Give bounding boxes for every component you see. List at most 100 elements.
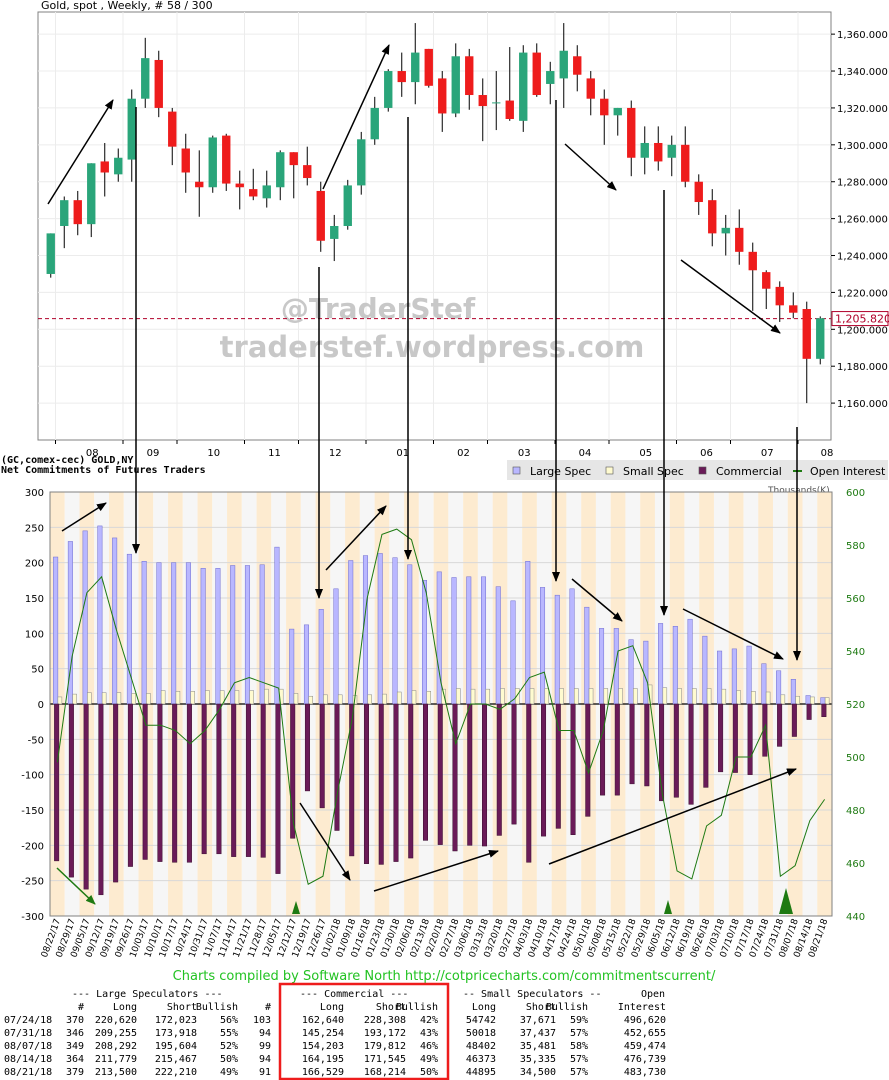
candle-body <box>532 52 541 96</box>
table-column-header: Long <box>320 1002 344 1013</box>
chart-source-note: Charts compiled by Software North http:/… <box>173 969 716 984</box>
table-column-header: # <box>265 1002 271 1013</box>
candle-body <box>208 137 217 188</box>
small-spec-bar <box>603 688 609 705</box>
oi-low-marker-2 <box>664 900 672 914</box>
commercial-bar <box>98 703 104 896</box>
table-cell: 208,292 <box>95 1041 137 1052</box>
price-x-tick-label: 01 <box>396 448 409 459</box>
commercial-bar <box>142 703 148 860</box>
large-spec-bar <box>171 562 177 705</box>
small-spec-bar <box>72 693 77 705</box>
commercial-bar <box>511 703 517 825</box>
commercial-bar <box>245 703 251 857</box>
table-cell: 346 <box>66 1028 84 1039</box>
candle <box>330 214 339 262</box>
cot-y-tick-label: 200 <box>25 559 44 570</box>
candle-body <box>681 144 690 182</box>
price-x-tick-label: 10 <box>207 448 220 459</box>
large-spec-bar <box>540 587 546 705</box>
candle-body <box>370 107 379 140</box>
table-cell: 476,739 <box>624 1054 666 1065</box>
commercial-bar <box>629 703 635 785</box>
large-spec-bar <box>554 594 560 705</box>
price-y-tick-label: 1,300.000 <box>837 141 888 152</box>
table-cell: 54742 <box>466 1015 496 1026</box>
candle-body <box>519 52 528 121</box>
cot-y-tick-label: 250 <box>25 523 44 534</box>
commercial-bar <box>408 703 414 859</box>
cot-y-tick-label: -150 <box>21 806 44 817</box>
watermark-site: traderstef.wordpress.com <box>220 330 645 364</box>
price-x-tick-label: 05 <box>639 448 652 459</box>
large-spec-bar <box>776 670 782 705</box>
commercial-bar <box>496 703 502 836</box>
table-cell: 44895 <box>466 1067 496 1078</box>
small-spec-bar <box>515 688 520 705</box>
trend-arrow <box>682 608 784 660</box>
table-cell: 59% <box>570 1015 588 1026</box>
table-cell: 215,467 <box>155 1054 197 1065</box>
commercial-bar <box>68 703 74 878</box>
candle <box>802 301 811 404</box>
table-cell: 35,335 <box>520 1054 556 1065</box>
commercial-bar <box>260 703 266 858</box>
table-cell: 211,779 <box>95 1054 137 1065</box>
large-spec-bar <box>126 553 132 705</box>
candle <box>100 142 109 197</box>
table-cell: 173,918 <box>155 1028 197 1039</box>
small-spec-bar <box>57 696 63 705</box>
price-y-tick-label: 1,240.000 <box>837 252 888 263</box>
commercial-bar <box>555 703 561 829</box>
table-cell: 48402 <box>466 1041 496 1052</box>
small-spec-bar <box>618 688 623 705</box>
cot-plot-frame <box>49 491 833 917</box>
cot-y-tick-label: -50 <box>28 735 44 746</box>
trend-arrow <box>299 802 351 881</box>
table-cell: 07/31/18 <box>4 1028 52 1039</box>
candle <box>262 170 271 208</box>
candle-body <box>262 185 271 199</box>
table-cell: 52% <box>220 1041 238 1052</box>
price-y-tick-label: 1,340.000 <box>837 67 888 78</box>
table-cell: 179,812 <box>364 1041 406 1052</box>
cot-y2-tick-label: 520 <box>846 700 865 711</box>
small-spec-bar <box>588 688 594 705</box>
commercial-bar <box>614 703 620 796</box>
small-spec-bar <box>500 688 505 705</box>
small-spec-bar <box>426 691 431 705</box>
candle <box>181 133 190 193</box>
commercial-bar <box>422 703 428 841</box>
large-spec-bar <box>643 640 649 705</box>
candle <box>573 45 582 92</box>
small-spec-bar <box>633 688 638 705</box>
small-spec-bar <box>411 690 417 705</box>
price-y-tick-label: 1,260.000 <box>837 215 888 226</box>
table-column-header: Long <box>113 1002 137 1013</box>
small-spec-bar <box>146 693 151 705</box>
candle <box>73 190 82 236</box>
trend-arrow <box>373 849 499 892</box>
cot-y-tick-label: -300 <box>21 912 44 923</box>
candlesticks <box>46 23 825 404</box>
small-spec-bar <box>692 688 697 705</box>
oi-low-marker-1 <box>292 901 300 914</box>
candle <box>586 71 595 116</box>
price-y-axis: 1,160.000 1,180.000 1,200.000 1,220.000 1,24… <box>831 30 888 410</box>
table-cell: 220,620 <box>95 1015 137 1026</box>
watermark-handle: @TraderStef <box>281 292 476 325</box>
small-spec-bar <box>396 691 402 705</box>
table-column-header: Bullish <box>546 1002 588 1013</box>
table-cell: 91 <box>259 1067 271 1078</box>
oi-low-marker-3 <box>779 888 793 914</box>
trend-arrow <box>680 259 781 334</box>
small-spec-bar <box>559 688 564 705</box>
price-x-tick-label: 07 <box>761 448 774 459</box>
commercial-bar <box>54 703 60 862</box>
cot-data-table: --- Large Speculators --- --- Commercial … <box>4 989 666 1078</box>
cot-y-tick-label: -100 <box>21 771 44 782</box>
large-spec-bar <box>495 586 501 705</box>
commercial-bar <box>659 703 665 802</box>
large-spec-bar <box>658 623 664 705</box>
small-spec-bar <box>765 691 771 705</box>
